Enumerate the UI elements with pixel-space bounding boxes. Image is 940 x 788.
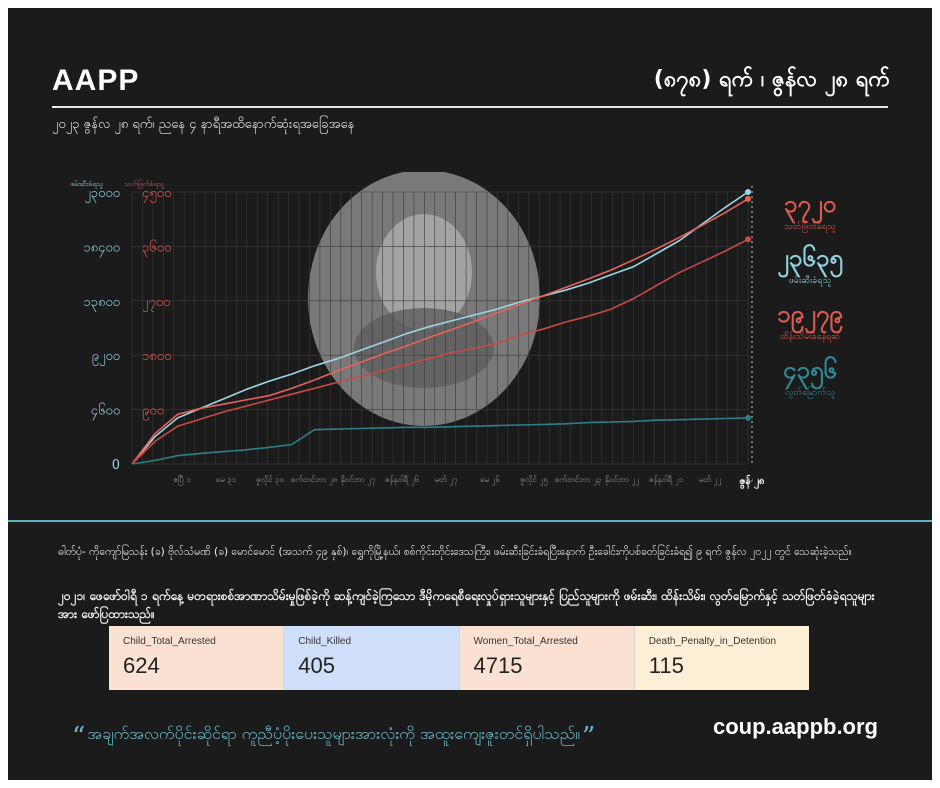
left-tick-label: ၁၃၈၀၀ xyxy=(83,295,120,312)
x-tick-label: ဧပြီ ၁ xyxy=(173,474,190,486)
cumulative-line-chart: 0၄၆၀၀၉၂၀၀၁၃၈၀၀၁၈၄၀၀၂၃၀၀၀၉၀၀၁၈၀၀၂၇၀၀၃၆၀၀၄… xyxy=(70,172,843,490)
stats-row: Child_Total_Arrested 624 Child_Killed 40… xyxy=(109,626,809,690)
left-tick-label: ၉၂၀၀ xyxy=(92,349,120,366)
x-tick-label: နိုဝင်ဘာ ၂၂ xyxy=(605,474,640,486)
stat-women-total-arrested: Women_Total_Arrested 4715 xyxy=(459,626,635,690)
x-tick-label: မေ ၂၁ xyxy=(744,475,764,486)
thanks-text: အချက်အလက်ပိုင်းဆိုင်ရာ ကူညီပံ့ပိုးပေးသူမ… xyxy=(87,724,581,743)
stat-death-penalty: Death_Penalty_in_Detention 115 xyxy=(634,626,809,690)
photo-caption: ဓါတ်ပုံ- ကိုကျော်မြသန်း (ခ) ဗိုလ်သံမဏိ (… xyxy=(58,546,852,558)
stat-value: 115 xyxy=(648,653,684,678)
stat-value: 624 xyxy=(123,653,160,678)
stat-label: Child_Killed xyxy=(298,636,352,647)
portrait-shoulders xyxy=(354,308,494,388)
stat-value: 4715 xyxy=(473,653,523,678)
callout-label: ဖမ်းဆီးခံရသူ xyxy=(789,275,832,287)
infographic-panel: AAPP (၈၇၈) ရက် ၊ ဇွန်လ ၂၈ ရက် ၂၀၂၃ ဇွန်လ… xyxy=(8,8,932,780)
right-tick-label: ၉၀၀ xyxy=(142,404,164,421)
stat-child-total-arrested: Child_Total_Arrested 624 xyxy=(109,626,285,690)
series-line-1 xyxy=(131,198,749,465)
close-quote-icon: ” xyxy=(582,722,596,752)
right-tick-label: ၂၇၀၀ xyxy=(142,295,170,312)
stat-child-killed: Child_Killed 405 xyxy=(284,626,460,690)
series-line-0 xyxy=(131,191,749,465)
callout-value: ၄၃၅၆ xyxy=(783,355,837,390)
callout-label: လွတ်မြောက်သူ xyxy=(785,386,835,399)
x-tick-label: ဇန်နဝါရီ ၂၆ xyxy=(385,474,419,486)
left-tick-label: 0 xyxy=(112,458,120,473)
x-tick-label: ဇူလိုင် ၃၀ xyxy=(256,474,284,486)
series-end-point-0 xyxy=(745,189,751,195)
x-tick-label: မတ် ၂၇ xyxy=(434,474,457,486)
x-tick-label: နိုဝင်ဘာ ၂၇ xyxy=(340,474,375,486)
callout-value: ၁၉၂၇၉ xyxy=(777,300,843,334)
callout-value: ၂၃၆၃၅ xyxy=(777,243,843,278)
x-tick-label: မေ ၂၆ xyxy=(480,474,500,486)
x-tick-label: မတ် ၂၂ xyxy=(699,474,722,486)
left-tick-label: ၁၈၄၀၀ xyxy=(83,240,120,257)
day-count-header: (၈၇၈) ရက် ၊ ဇွန်လ ၂၈ ရက် xyxy=(653,67,890,92)
left-axis-label: ဖမ်းဆီးခံရသူ xyxy=(70,180,103,189)
header-divider xyxy=(52,106,888,108)
thanks-quote: “အချက်အလက်ပိုင်းဆိုင်ရာ ကူညီပံ့ပိုးပေးသူ… xyxy=(70,722,597,752)
x-tick-label: ဇန်နဝါရီ ၂၁ xyxy=(649,474,683,486)
left-tick-label: ၄၆၀၀ xyxy=(91,403,120,421)
aapp-logo: AAPP xyxy=(52,64,140,97)
stat-label: Child_Total_Arrested xyxy=(123,636,216,647)
open-quote-icon: “ xyxy=(72,722,86,752)
series-line-2 xyxy=(131,238,749,465)
series-line-3 xyxy=(131,417,749,465)
right-axis-label: သတ်ဖြတ်ခံရသူ xyxy=(124,179,165,189)
website-link[interactable]: coup.aappb.org xyxy=(713,714,878,739)
stat-label: Women_Total_Arrested xyxy=(473,636,578,647)
section-divider xyxy=(8,520,932,522)
x-tick-label: ဇူလိုင် ၂၅ xyxy=(520,474,548,486)
left-tick-label: ၂၃၀၀၀ xyxy=(84,186,120,203)
x-tick-label: မေ ၃၁ xyxy=(216,475,236,486)
stat-label: Death_Penalty_in_Detention xyxy=(648,636,777,647)
callout-value: ၃၇၂၀ xyxy=(784,190,836,224)
right-tick-label: ၃၆၀၀ xyxy=(142,239,171,257)
description-note: ၂၀၂၁၊ ဖေဖော်ဝါရီ ၁ ရက်နေ့ မတရားစစ်အာဏာသိ… xyxy=(58,589,875,621)
callout-label: သတ်ဖြတ်ခံရသူ xyxy=(784,220,836,233)
stat-value: 405 xyxy=(298,653,335,678)
status-subtitle: ၂၀၂၃ ဇွန်လ ၂၈ ရက်၊ ညနေ ၄ နာရီအထိနောက်ဆုံ… xyxy=(52,117,355,132)
right-tick-label: ၄၅၀၀ xyxy=(142,186,171,203)
x-tick-label: စက်တင်ဘာ ၂၃ xyxy=(555,474,602,486)
series-end-point-3 xyxy=(745,414,751,421)
callout-label: ထိန်းသိမ်းခံနေရဆဲ xyxy=(780,331,841,343)
x-end-label: ဇွန် ၂၈ xyxy=(739,474,764,490)
series-end-point-2 xyxy=(745,236,751,243)
right-tick-label: ၁၈၀၀ xyxy=(142,349,171,364)
series-end-point-1 xyxy=(745,195,751,202)
x-tick-label: စက်တင်ဘာ ၂၈ xyxy=(291,474,338,486)
